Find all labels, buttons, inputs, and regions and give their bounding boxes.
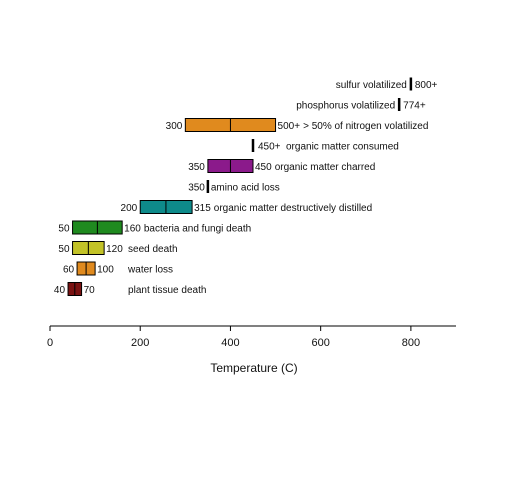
event-row: 60 100 water loss bbox=[63, 261, 173, 276]
range-end-label: 160 bbox=[124, 224, 141, 235]
event-row: 50 160 bacteria and fungi death bbox=[58, 220, 251, 235]
event-row: 200 315 organic matter destructively disti… bbox=[121, 200, 372, 214]
chart-rows: sulfur volatilized 800+ phosphorus volatil… bbox=[54, 77, 438, 296]
event-row: 350 450 organic matter charred bbox=[188, 159, 376, 173]
x-axis-label: Temperature (C) bbox=[210, 361, 297, 375]
event-row: amino acid loss 350 bbox=[188, 180, 280, 194]
event-row: sulfur volatilized 800+ bbox=[336, 77, 438, 91]
x-tick-label: 800 bbox=[402, 337, 420, 349]
threshold-value-label: 800+ bbox=[415, 80, 438, 91]
event-name-label: bacteria and fungi death bbox=[144, 224, 251, 235]
range-end-label: 500+ bbox=[278, 121, 301, 132]
event-row: organic matter consumed 450+ bbox=[251, 139, 399, 153]
threshold-value-label: 450+ bbox=[258, 142, 281, 153]
event-name-label: seed death bbox=[128, 244, 178, 255]
x-axis: 0 200 400 600 800 bbox=[47, 325, 456, 349]
range-end-label: 450 bbox=[255, 162, 272, 173]
event-name-label: plant tissue death bbox=[128, 285, 206, 296]
x-tick-label: 600 bbox=[311, 337, 329, 349]
range-start-label: 40 bbox=[54, 285, 66, 296]
x-tick-label: 400 bbox=[221, 337, 239, 349]
event-name-label: phosphorus volatilized bbox=[296, 101, 395, 112]
event-row: 40 70 plant tissue death bbox=[54, 282, 206, 296]
x-tick-label: 200 bbox=[131, 337, 149, 349]
threshold-value-label: 774+ bbox=[403, 101, 426, 112]
range-end-label: 120 bbox=[106, 244, 123, 255]
threshold-value-label: 350 bbox=[188, 183, 205, 194]
event-row: 50 120 seed death bbox=[58, 241, 178, 255]
event-name-label: sulfur volatilized bbox=[336, 80, 407, 91]
range-start-label: 50 bbox=[58, 224, 70, 235]
event-name-label: organic matter consumed bbox=[286, 142, 399, 153]
range-start-label: 200 bbox=[121, 203, 138, 214]
event-name-label: amino acid loss bbox=[211, 183, 280, 194]
event-name-label: organic matter charred bbox=[275, 162, 376, 173]
event-name-label: water loss bbox=[127, 265, 173, 276]
range-end-label: 70 bbox=[84, 285, 96, 296]
range-start-label: 350 bbox=[188, 162, 205, 173]
event-name-label: organic matter destructively distilled bbox=[214, 203, 372, 214]
range-start-label: 60 bbox=[63, 265, 75, 276]
event-name-label: > 50% of nitrogen volatilized bbox=[303, 121, 428, 132]
range-start-label: 300 bbox=[166, 121, 183, 132]
event-row: phosphorus volatilized 774+ bbox=[296, 98, 426, 112]
range-end-label: 315 bbox=[194, 203, 211, 214]
range-start-label: 50 bbox=[58, 244, 70, 255]
x-tick-label: 0 bbox=[47, 337, 53, 349]
event-row: 300 500+ > 50% of nitrogen volatilized bbox=[166, 118, 428, 132]
range-end-label: 100 bbox=[97, 265, 114, 276]
